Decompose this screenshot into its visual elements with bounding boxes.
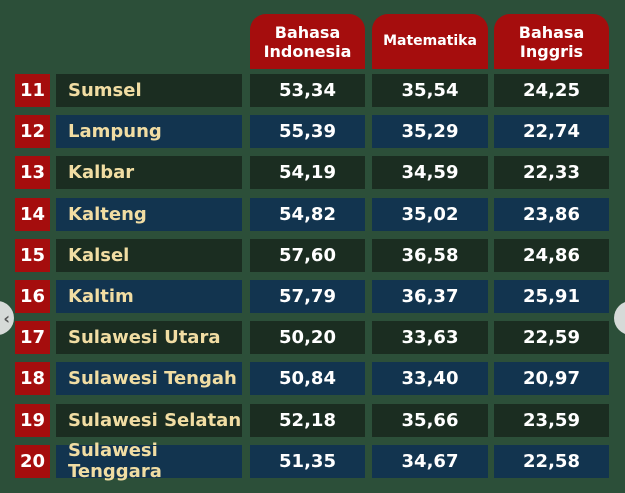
table-row: 17 Sulawesi Utara 50,20 33,63 22,59 <box>0 321 625 355</box>
score-bahasa-inggris: 24,25 <box>494 74 609 107</box>
header-bahasa-indonesia: Bahasa Indonesia <box>250 14 365 69</box>
score-matematika: 33,63 <box>372 321 488 355</box>
table-row: 12 Lampung 55,39 35,29 22,74 <box>0 115 625 149</box>
score-bahasa-inggris: 22,58 <box>494 444 609 478</box>
header-bahasa-inggris: Bahasa Inggris <box>494 14 609 69</box>
province-name: Kalteng <box>56 197 242 231</box>
score-matematika: 35,54 <box>372 74 488 107</box>
table-row: 13 Kalbar 54,19 34,59 22,33 <box>0 156 625 190</box>
score-bahasa-inggris: 25,91 <box>494 280 609 313</box>
header-matematika: Matematika <box>372 14 488 69</box>
province-name: Kalbar <box>56 156 242 190</box>
score-bahasa-inggris: 22,33 <box>494 156 609 190</box>
rank-badge: 12 <box>15 115 50 149</box>
score-bahasa-inggris: 23,59 <box>494 403 609 437</box>
province-name: Kaltim <box>56 280 242 313</box>
score-bahasa-indonesia: 53,34 <box>250 74 365 107</box>
score-bahasa-indonesia: 57,60 <box>250 238 365 272</box>
table-row: 20 Sulawesi Tenggara 51,35 34,67 22,58 <box>0 440 625 482</box>
score-bahasa-inggris: 20,97 <box>494 362 609 396</box>
score-matematika: 34,59 <box>372 156 488 190</box>
province-name: Sulawesi Selatan <box>56 403 242 437</box>
table-row: 15 Kalsel 57,60 36,58 24,86 <box>0 238 625 272</box>
score-matematika: 35,29 <box>372 115 488 149</box>
province-name: Sulawesi Utara <box>56 321 242 355</box>
table-row: 19 Sulawesi Selatan 52,18 35,66 23,59 <box>0 403 625 437</box>
score-bahasa-indonesia: 50,84 <box>250 362 365 396</box>
score-bahasa-indonesia: 55,39 <box>250 115 365 149</box>
rank-badge: 20 <box>15 444 50 478</box>
province-name: Sulawesi Tenggara <box>56 440 242 482</box>
carousel-prev-button[interactable]: ‹ <box>0 301 14 335</box>
rank-badge: 18 <box>15 362 50 396</box>
score-matematika: 34,67 <box>372 444 488 478</box>
score-bahasa-indonesia: 50,20 <box>250 321 365 355</box>
score-bahasa-indonesia: 52,18 <box>250 403 365 437</box>
score-matematika: 36,58 <box>372 238 488 272</box>
score-bahasa-inggris: 22,74 <box>494 115 609 149</box>
score-matematika: 36,37 <box>372 280 488 313</box>
carousel-next-button[interactable] <box>614 301 625 335</box>
table-row: 14 Kalteng 54,82 35,02 23,86 <box>0 197 625 231</box>
score-bahasa-inggris: 23,86 <box>494 197 609 231</box>
score-bahasa-inggris: 22,59 <box>494 321 609 355</box>
province-name: Lampung <box>56 115 242 149</box>
score-bahasa-inggris: 24,86 <box>494 238 609 272</box>
table-row: 18 Sulawesi Tengah 50,84 33,40 20,97 <box>0 362 625 396</box>
rank-badge: 13 <box>15 156 50 190</box>
province-name: Sumsel <box>56 74 242 107</box>
score-bahasa-indonesia: 54,19 <box>250 156 365 190</box>
rank-badge: 19 <box>15 403 50 437</box>
score-matematika: 35,02 <box>372 197 488 231</box>
score-matematika: 35,66 <box>372 403 488 437</box>
table-row: 16 Kaltim 57,79 36,37 25,91 <box>0 280 625 313</box>
score-bahasa-indonesia: 54,82 <box>250 197 365 231</box>
score-bahasa-indonesia: 57,79 <box>250 280 365 313</box>
rank-badge: 15 <box>15 238 50 272</box>
rank-badge: 17 <box>15 321 50 355</box>
rank-badge: 14 <box>15 197 50 231</box>
province-name: Sulawesi Tengah <box>56 362 242 396</box>
rank-badge: 11 <box>15 74 50 107</box>
chevron-left-icon: ‹ <box>3 308 10 328</box>
rank-badge: 16 <box>15 280 50 313</box>
score-bahasa-indonesia: 51,35 <box>250 444 365 478</box>
table-row: 11 Sumsel 53,34 35,54 24,25 <box>0 74 625 107</box>
province-name: Kalsel <box>56 238 242 272</box>
score-matematika: 33,40 <box>372 362 488 396</box>
